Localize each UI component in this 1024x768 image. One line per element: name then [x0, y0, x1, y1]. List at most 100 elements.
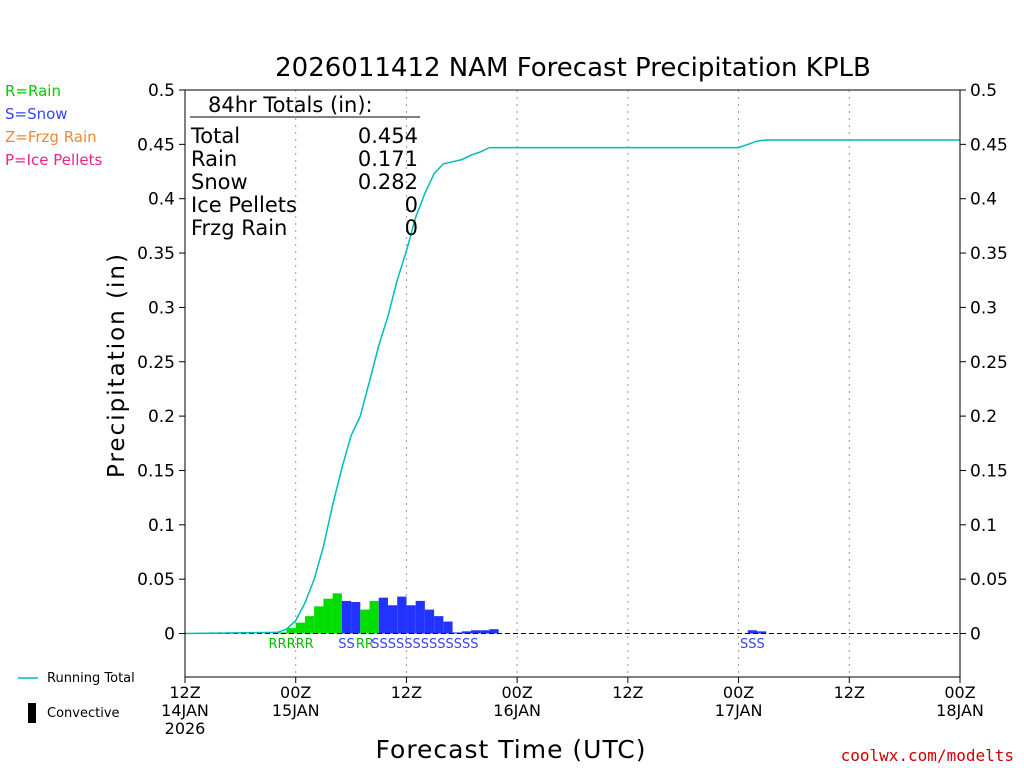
precip-bar-3	[304, 616, 315, 634]
y-tick-label-right-3: 0.15	[970, 461, 1008, 481]
y-tick-label-right-0: 0	[970, 625, 981, 645]
y-axis-left: 0 0.05 0.1 0.15 0.2 0.25 0.3 0.35 0.4 0.45 0.5	[137, 81, 185, 645]
totals-box: 84hr Totals (in): Total 0.454 Rain 0.171 Snow…	[190, 93, 420, 240]
y-tick-label-left-4: 0.2	[148, 407, 175, 427]
x-tick-label-7-0: 00Z	[944, 683, 975, 702]
legend-label-1: Convective	[47, 706, 120, 721]
y-tick-label-right-8: 0.4	[970, 190, 997, 210]
precip-bar-10	[369, 600, 379, 634]
y-tick-label-left-9: 0.45	[137, 135, 175, 155]
y-tick-label-right-7: 0.35	[970, 244, 1008, 264]
totals-row-value-0: 0.454	[358, 124, 418, 148]
y-tick-label-right-9: 0.45	[970, 135, 1008, 155]
precip-type-legend: R=Rain S=Snow Z=Frzg Rain P=Ice Pellets	[5, 82, 102, 169]
x-tick-label-1-1: 15JAN	[272, 701, 320, 720]
x-tick-label-7-1: 18JAN	[936, 701, 984, 720]
precip-bar-4	[314, 606, 324, 634]
x-tick-label-0-0: 12Z	[169, 683, 200, 702]
x-tick-label-3-1: 16JAN	[493, 701, 541, 720]
precip-bar-6	[332, 593, 342, 634]
totals-row-label-4: Frzg Rain	[191, 216, 287, 240]
precip-bar-14	[406, 605, 416, 634]
precip-bar-17	[434, 616, 444, 634]
x-axis-label: Forecast Time (UTC)	[376, 735, 647, 764]
precip-bar-16	[424, 609, 435, 634]
totals-row-value-2: 0.282	[358, 170, 418, 194]
x-tick-label-2-0: 12Z	[391, 683, 422, 702]
totals-header: 84hr Totals (in):	[208, 93, 373, 117]
x-tick-label-3-0: 00Z	[501, 683, 532, 702]
ptype-legend-item-1: S=Snow	[5, 105, 68, 123]
precip-bar-0	[277, 632, 287, 634]
y-tick-label-left-1: 0.05	[137, 570, 175, 590]
x-tick-label-0-1: 14JAN	[161, 701, 209, 720]
y-tick-label-left-6: 0.3	[148, 298, 175, 318]
y-tick-label-right-1: 0.05	[970, 570, 1008, 590]
precip-bar-1	[286, 628, 296, 634]
precip-bar-13	[397, 596, 407, 634]
totals-row-value-1: 0.171	[358, 147, 418, 171]
y-axis-label: Precipitation (in)	[104, 252, 130, 478]
totals-row-value-4: 0	[405, 216, 418, 240]
precip-bar-5	[323, 598, 333, 634]
y-tick-label-left-3: 0.15	[137, 461, 175, 481]
precip-type-label-3: SSSSSSSSSSSSS	[371, 637, 478, 652]
y-tick-label-left-10: 0.5	[148, 81, 175, 101]
y-tick-label-left-0: 0	[164, 625, 175, 645]
y-tick-label-left-8: 0.4	[148, 190, 175, 210]
chart-title: 2026011412 NAM Forecast Precipitation KP…	[275, 53, 871, 83]
precip-bar-19	[452, 632, 462, 634]
precip-bar-20	[461, 631, 472, 634]
x-tick-label-6-0: 12Z	[834, 683, 865, 702]
precip-bar-24	[747, 630, 758, 634]
running-total-series	[184, 139, 960, 635]
legend-swatch-convective	[28, 703, 36, 723]
y-tick-label-left-2: 0.1	[148, 516, 175, 536]
y-tick-label-right-6: 0.3	[970, 298, 997, 318]
plot-frame	[184, 89, 961, 678]
x-tick-label-0-2: 2026	[165, 719, 206, 738]
x-tick-label-4-0: 12Z	[612, 683, 643, 702]
totals-row-value-3: 0	[405, 193, 418, 217]
x-tick-label-5-1: 17JAN	[715, 701, 763, 720]
series-legend: Running Total Convective	[18, 671, 135, 723]
running-total-line	[184, 139, 960, 635]
precip-bar-8	[351, 601, 361, 634]
precip-type-label-1: SS	[338, 637, 355, 652]
ptype-legend-item-0: R=Rain	[5, 82, 61, 100]
precip-bar-18	[443, 621, 453, 634]
precip-bars	[277, 593, 767, 634]
precip-bar-22	[480, 630, 490, 634]
totals-row-label-2: Snow	[191, 170, 248, 194]
y-tick-label-right-4: 0.2	[970, 407, 997, 427]
precip-bar-15	[415, 600, 425, 634]
totals-row-label-1: Rain	[191, 147, 237, 171]
precip-bar-21	[471, 630, 481, 634]
totals-row-label-0: Total	[190, 124, 240, 148]
precip-bar-12	[387, 605, 398, 634]
y-tick-label-left-5: 0.25	[137, 353, 175, 373]
y-tick-label-right-5: 0.25	[970, 353, 1008, 373]
x-tick-label-5-0: 00Z	[723, 683, 754, 702]
precip-type-label-4: SSS	[740, 637, 765, 652]
y-tick-label-right-2: 0.1	[970, 516, 997, 536]
precip-bar-2	[295, 622, 305, 634]
ptype-legend-item-3: P=Ice Pellets	[5, 151, 102, 169]
x-tick-label-1-0: 00Z	[280, 683, 311, 702]
y-tick-label-left-7: 0.35	[137, 244, 175, 264]
ptype-legend-item-2: Z=Frzg Rain	[5, 128, 97, 146]
precip-bar-9	[360, 609, 370, 634]
precip-bar-7	[341, 600, 352, 634]
precip-type-label-0: RRRRR	[269, 637, 314, 652]
legend-label-0: Running Total	[47, 671, 135, 686]
y-tick-label-right-10: 0.5	[970, 81, 997, 101]
precip-bar-11	[378, 597, 388, 634]
y-axis-right: 0 0.05 0.1 0.15 0.2 0.25 0.3 0.35 0.4 0.45 0.5	[960, 81, 1008, 645]
precip-type-label-2: RR	[356, 637, 374, 652]
precip-bar-25	[757, 631, 767, 634]
precip-bar-23	[489, 629, 499, 634]
credit-text: coolwx.com/modelts	[841, 746, 1014, 765]
